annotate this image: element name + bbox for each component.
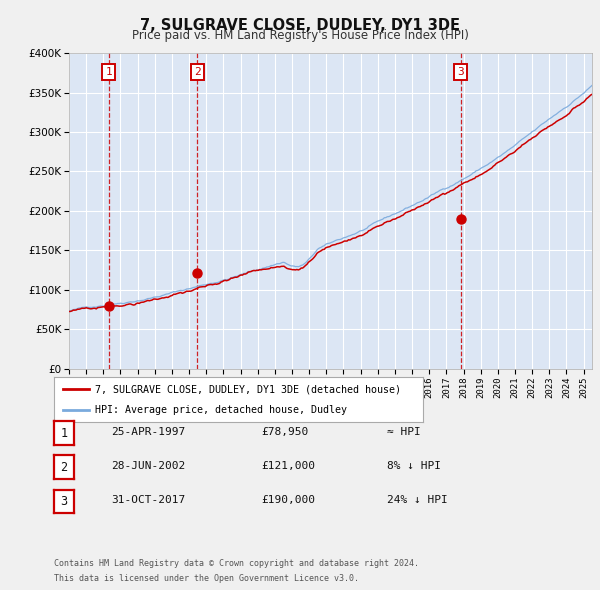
Text: 1: 1 xyxy=(106,67,112,77)
Text: Contains HM Land Registry data © Crown copyright and database right 2024.: Contains HM Land Registry data © Crown c… xyxy=(54,559,419,568)
Text: ≈ HPI: ≈ HPI xyxy=(387,427,421,437)
Text: Price paid vs. HM Land Registry's House Price Index (HPI): Price paid vs. HM Land Registry's House … xyxy=(131,30,469,42)
Text: £78,950: £78,950 xyxy=(261,427,308,437)
Text: 3: 3 xyxy=(457,67,464,77)
Text: 7, SULGRAVE CLOSE, DUDLEY, DY1 3DE: 7, SULGRAVE CLOSE, DUDLEY, DY1 3DE xyxy=(140,18,460,32)
Text: 2: 2 xyxy=(194,67,201,77)
Text: 8% ↓ HPI: 8% ↓ HPI xyxy=(387,461,441,471)
Text: 1: 1 xyxy=(61,427,67,440)
Text: £190,000: £190,000 xyxy=(261,496,315,505)
Text: This data is licensed under the Open Government Licence v3.0.: This data is licensed under the Open Gov… xyxy=(54,574,359,583)
Text: 31-OCT-2017: 31-OCT-2017 xyxy=(111,496,185,505)
Text: 2: 2 xyxy=(61,461,67,474)
Text: 28-JUN-2002: 28-JUN-2002 xyxy=(111,461,185,471)
Text: 7, SULGRAVE CLOSE, DUDLEY, DY1 3DE (detached house): 7, SULGRAVE CLOSE, DUDLEY, DY1 3DE (deta… xyxy=(95,384,401,394)
Text: 25-APR-1997: 25-APR-1997 xyxy=(111,427,185,437)
Text: 3: 3 xyxy=(61,495,67,508)
Text: 24% ↓ HPI: 24% ↓ HPI xyxy=(387,496,448,505)
Text: HPI: Average price, detached house, Dudley: HPI: Average price, detached house, Dudl… xyxy=(95,405,347,415)
Text: £121,000: £121,000 xyxy=(261,461,315,471)
